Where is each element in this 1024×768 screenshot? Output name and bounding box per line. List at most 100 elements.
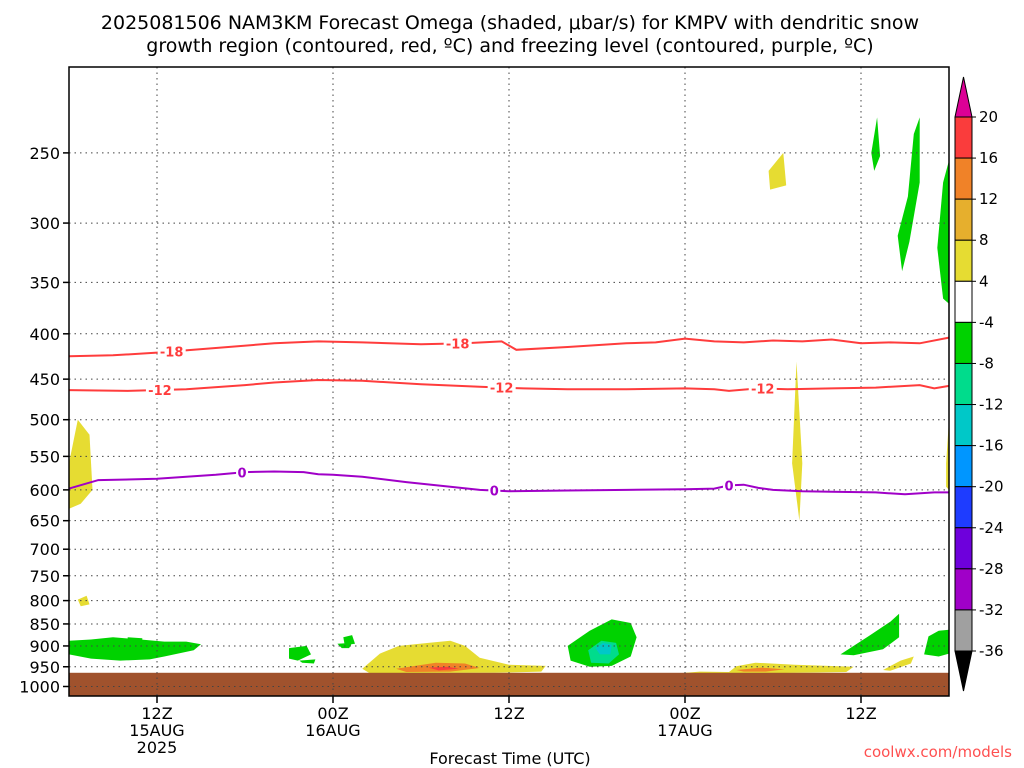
colorbar-label: -4 [979, 313, 994, 331]
colorbar-bin [954, 198, 973, 241]
omega-shaded-region [924, 629, 949, 657]
omega-shaded-region [840, 613, 900, 656]
colorbar-bin [954, 527, 973, 570]
contour-label-bg [236, 464, 249, 481]
chart-title-line-2: growth region (contoured, red, ºC) and f… [146, 35, 873, 57]
y-tick-label: 950 [29, 658, 60, 677]
y-tick-label: 300 [29, 214, 60, 233]
colorbar-bin [954, 116, 973, 159]
colorbar-bin [954, 321, 973, 364]
omega-shaded-region [289, 645, 311, 661]
colorbar-bin [954, 404, 973, 447]
x-tick-label: 16AUG [305, 721, 360, 740]
colorbar-label: -24 [979, 519, 1004, 537]
contour-label-bg [748, 380, 777, 397]
contour-label: 0 [724, 479, 733, 494]
omega-shaded-region [897, 117, 920, 272]
omega-shaded-region [299, 659, 316, 664]
colorbar-label: -36 [979, 642, 1004, 660]
y-tick-label: 400 [29, 325, 60, 344]
omega-shaded-region [792, 361, 803, 521]
colorbar-bin [954, 362, 973, 406]
omega-shaded-region [428, 666, 460, 671]
y-tick-label: 650 [29, 512, 60, 531]
contour-label: -12 [490, 382, 514, 397]
x-tick-label: 12Z [141, 704, 172, 723]
colorbar-label: -28 [979, 560, 1004, 578]
y-axis: 250 300 350 400 450 500 550 600 650 700 750 800 850 9… [19, 144, 69, 696]
x-tick-label: 2025 [137, 738, 178, 757]
y-tick-label: 250 [29, 144, 60, 163]
y-tick-label: 850 [29, 615, 60, 634]
y-tick-label: 600 [29, 481, 60, 500]
y-tick-label: 550 [29, 447, 60, 466]
contour-label: -12 [751, 383, 775, 398]
contour-label: 0 [238, 466, 247, 481]
contour-label-bg [723, 477, 735, 494]
colorbar-label: -32 [979, 601, 1004, 619]
omega-shaded-region [69, 419, 93, 509]
y-tick-label: 350 [29, 273, 60, 292]
contours: -18 -18 -12 -12 -12 0 0 0 [68, 335, 950, 500]
y-tick-label: 700 [29, 540, 60, 559]
y-tick-label: 750 [29, 567, 60, 586]
y-tick-label: 800 [29, 592, 60, 611]
colorbar-label: 4 [979, 272, 989, 290]
chart-title-line-1: 2025081506 NAM3KM Forecast Omega (shaded… [101, 12, 919, 34]
x-tick-label: 12Z [845, 704, 876, 723]
omega-shaded-region [343, 635, 355, 646]
contour-label: -12 [148, 384, 172, 399]
colorbar-bin [954, 486, 973, 529]
contour-label-bg [145, 382, 174, 399]
colorbar-bin [954, 239, 973, 282]
colorbar-bin [954, 280, 973, 323]
omega-shaded-region [768, 152, 787, 190]
omega-shaded-region [362, 640, 546, 674]
colorbar-label: 12 [979, 190, 998, 208]
colorbar-over-triangle [954, 76, 973, 118]
omega-shaded-region [77, 595, 90, 607]
x-tick-label: 00Z [669, 704, 700, 723]
x-tick-label: 12Z [493, 704, 524, 723]
colorbar-label: 16 [979, 149, 998, 167]
x-tick-label: 17AUG [657, 721, 712, 740]
x-tick-label: 00Z [317, 704, 348, 723]
contour-label-bg [488, 482, 501, 499]
contour-label-bg [487, 379, 516, 396]
colorbar-bin [954, 445, 973, 488]
y-tick-label: 1000 [19, 677, 60, 696]
colorbar-label: -8 [979, 354, 994, 372]
contour-label: -18 [160, 345, 184, 360]
colorbar-label: -20 [979, 478, 1004, 496]
omega-shaded-region [69, 637, 201, 661]
colorbar: 20 16 12 8 4 -4 -8 -12 -16 -20 -24 -28 -32 -36 [954, 76, 1004, 692]
y-tick-label: 900 [29, 637, 60, 656]
colorbar-under-triangle [954, 650, 973, 692]
contour-line-0 [68, 470, 949, 496]
x-axis-label: Forecast Time (UTC) [429, 749, 590, 768]
x-tick-label: 15AUG [129, 721, 184, 740]
omega-shaded-region [736, 667, 785, 672]
omega-shaded-region [883, 656, 914, 671]
colorbar-label: -16 [979, 437, 1004, 455]
contour-line--12 [68, 378, 950, 392]
credit-text[interactable]: coolwx.com/models [864, 743, 1012, 761]
omega-shaded-region [871, 117, 881, 171]
colorbar-label: -12 [979, 396, 1004, 414]
colorbar-label: 8 [979, 231, 989, 249]
contour-label-bg [443, 335, 472, 352]
contour-label-bg [157, 343, 186, 360]
contour-label: 0 [490, 485, 499, 500]
grid [69, 67, 949, 696]
omega-shaded-region [937, 160, 949, 304]
omega-shaded-region [127, 637, 143, 640]
colorbar-bin [954, 609, 973, 652]
plot-area [69, 117, 949, 696]
colorbar-label: 20 [979, 108, 998, 126]
omega-shaded-region [595, 642, 612, 655]
colorbar-bin [954, 157, 973, 200]
y-tick-label: 500 [29, 411, 60, 430]
contour-line--18 [68, 336, 950, 358]
